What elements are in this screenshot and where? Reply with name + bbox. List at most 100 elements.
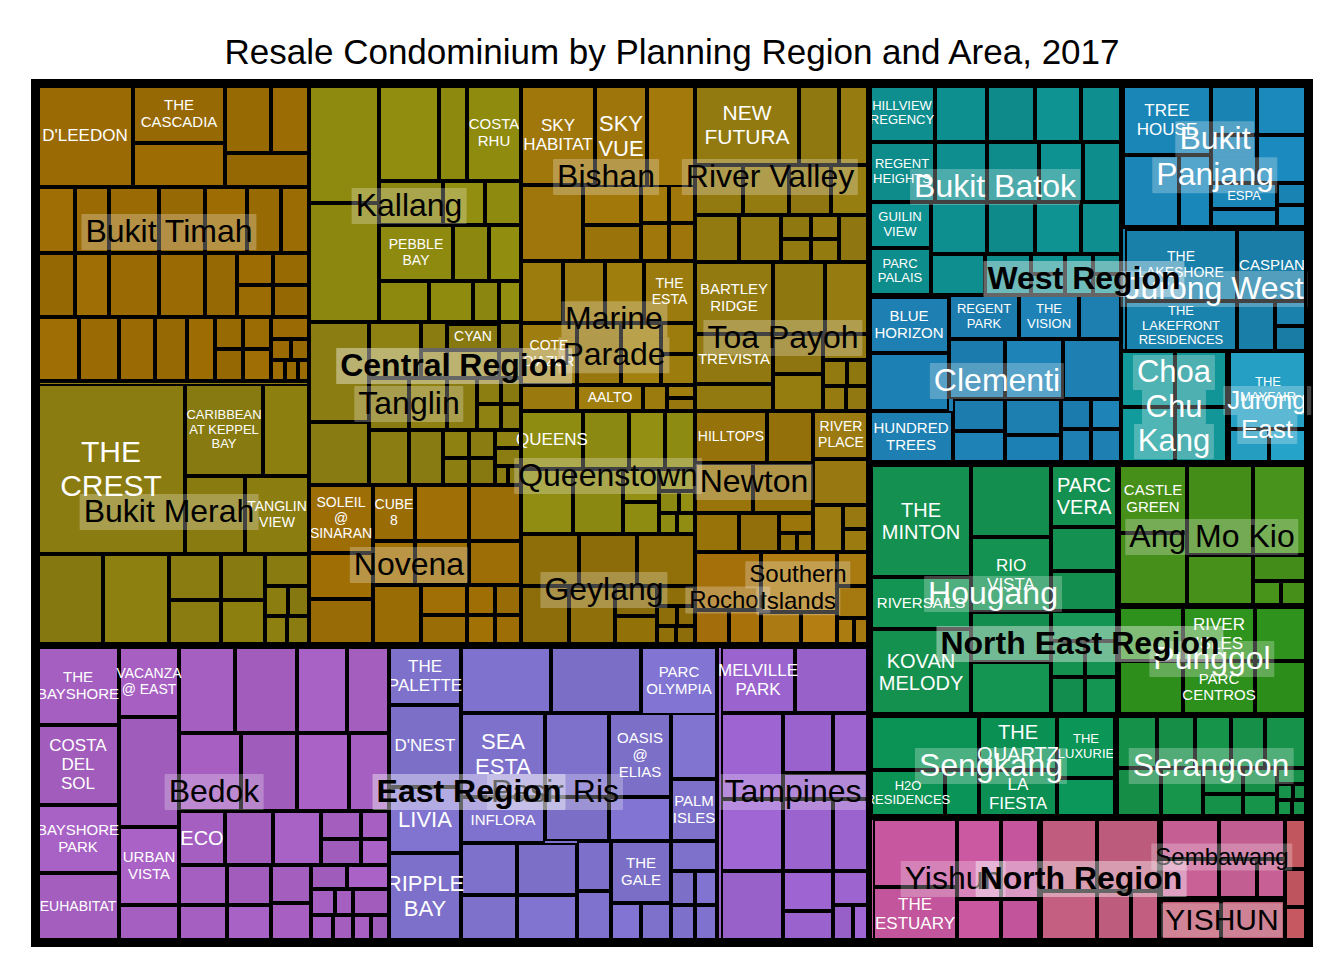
treemap-cell [1281,581,1307,605]
treemap-cell [783,713,833,773]
project-label: PEBBLEBAY [388,237,444,268]
treemap-cell [1081,85,1121,142]
project-label: VACANZA@ EAST [115,666,182,697]
project-label: PARCOLYMPIA [645,664,713,698]
treemap-cell [657,626,676,645]
treemap-cell [169,554,221,600]
project-label: ECO [179,827,224,849]
project-label: CASTLEGREEN [1123,482,1183,516]
treemap-cell [133,143,225,187]
area-label: Tampines [721,774,866,810]
treemap-cell [265,616,287,645]
treemap-cell [37,554,103,645]
treemap-cell [429,281,473,322]
treemap-cell [833,871,869,905]
treemap-cell [935,85,987,142]
area-label: Kallang [352,188,467,224]
treemap-cell [221,554,265,600]
treemap-cell [1277,205,1307,227]
treemap-cell [695,215,739,262]
treemap-cell [957,899,1001,941]
region-label: North Region [976,861,1187,897]
treemap-cell [695,871,717,905]
treemap-cell [839,85,869,165]
treemap-cell [823,386,846,411]
area-label: River Valley [682,159,858,195]
treemap-cell [971,662,1051,714]
treemap-cell [779,533,797,552]
treemap-cell [453,225,489,281]
treemap-cell [495,466,508,485]
project-label: CARIBBEANAT KEPPELBAY [185,408,262,452]
treemap-cell [237,285,273,317]
treemap-cell [1005,435,1061,463]
treemap-cell [75,253,109,317]
area-label: BukitPanjang [1152,121,1277,193]
area-label: Bukit Batok [910,169,1080,205]
treemap-cell [501,404,521,430]
treemap-cell [677,513,695,534]
treemap-cell [467,585,495,615]
treemap-cell [1005,399,1061,435]
treemap-cell [499,281,521,322]
treemap-cell [971,465,1051,537]
area-label: Geylang [540,572,667,608]
area-label: Novena [350,547,468,583]
treemap-cell [517,843,577,895]
project-label: INFLORA [469,812,536,829]
treemap-cell [439,85,467,181]
project-label: MELVILLEPARK [717,661,799,699]
treemap-cell [1081,202,1121,254]
treemap-cell [695,610,729,645]
project-label: SKYVUE [597,112,644,161]
treemap-cell [813,505,843,552]
treemap-cell [669,223,695,261]
project-label: URBANVISTA [122,849,177,883]
treemap-cell [1131,891,1159,941]
treemap-cell [847,360,869,386]
treemap-cell [297,647,347,733]
project-label: OASIS@ELIAS [616,730,664,780]
treemap-cell [583,225,641,261]
treemap-cell [843,505,869,529]
area-label: SouthernIslands [745,561,850,615]
treemap-cell [779,513,813,533]
treemap-cell [225,153,309,187]
treemap-cell [409,430,443,485]
treemap-cell [379,281,429,322]
treemap-cell [801,612,837,645]
region-label: North East Region [936,626,1223,662]
treemap-cell [263,384,309,476]
treemap-cell [169,600,221,645]
area-label: Bukit Merah [80,494,259,530]
treemap-cell [671,713,717,779]
treemap-cell [109,253,159,317]
treemap-cell [1041,891,1097,941]
area-label: Tanglin [354,386,463,422]
treemap-cell [287,616,309,645]
treemap-cell [1083,142,1121,202]
project-label: BARTLEYRIDGE [699,281,769,315]
project-label: THEESTUARY [874,895,956,933]
treemap-cell [443,430,469,458]
area-label: Hougang [924,576,1062,612]
treemap-cell [271,317,309,339]
treemap-cell [415,485,469,541]
treemap-cell [361,839,389,865]
area-label: Bishan [553,159,659,195]
project-label: COSTADELSOL [48,736,107,793]
area-label: Queenstown [514,458,702,494]
treemap-cell [273,253,309,285]
treemap-cell [119,717,179,827]
treemap-cell [309,422,369,485]
treemap-cell [667,398,695,411]
treemap-cell [291,339,309,360]
treemap-cell [179,647,235,733]
treemap-cell [271,903,311,941]
treemap-cell [159,253,205,317]
treemap-cell [311,915,333,941]
treemap-cell [1285,907,1307,941]
treemap-cell [521,261,563,323]
treemap-cell [931,202,987,254]
treemap-cell [799,85,839,165]
